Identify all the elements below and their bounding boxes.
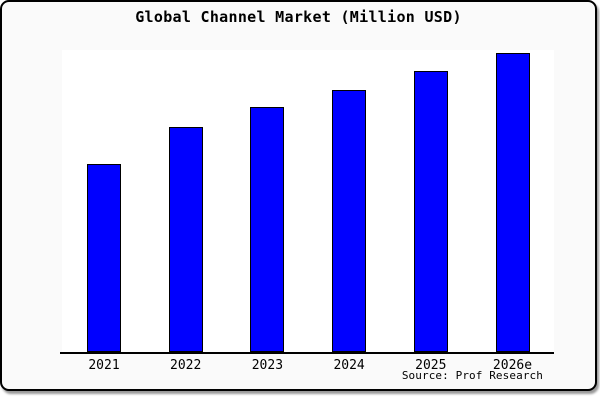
bar-2022 <box>168 127 203 352</box>
bar-2026e <box>495 53 530 352</box>
x-axis-line <box>60 352 554 354</box>
bar-2021 <box>87 164 121 352</box>
x-tick-label-2022: 2022 <box>170 358 202 373</box>
x-tick-label-2025: 2025 <box>415 358 447 373</box>
plot-area <box>62 50 554 352</box>
x-tick-label-2021: 2021 <box>88 358 120 373</box>
x-tick-label-2024: 2024 <box>333 358 365 373</box>
bar-2025 <box>413 71 448 352</box>
source-credit: Source: Prof Research <box>401 369 543 382</box>
x-tick-label-2026e: 2026e <box>492 358 533 373</box>
bar-2024 <box>332 90 367 352</box>
x-tick-label-2023: 2023 <box>251 358 284 373</box>
chart-frame: Global Channel Market (Million USD) Sour… <box>0 0 597 391</box>
chart-title: Global Channel Market (Million USD) <box>135 8 462 26</box>
bar-2023 <box>250 107 285 352</box>
